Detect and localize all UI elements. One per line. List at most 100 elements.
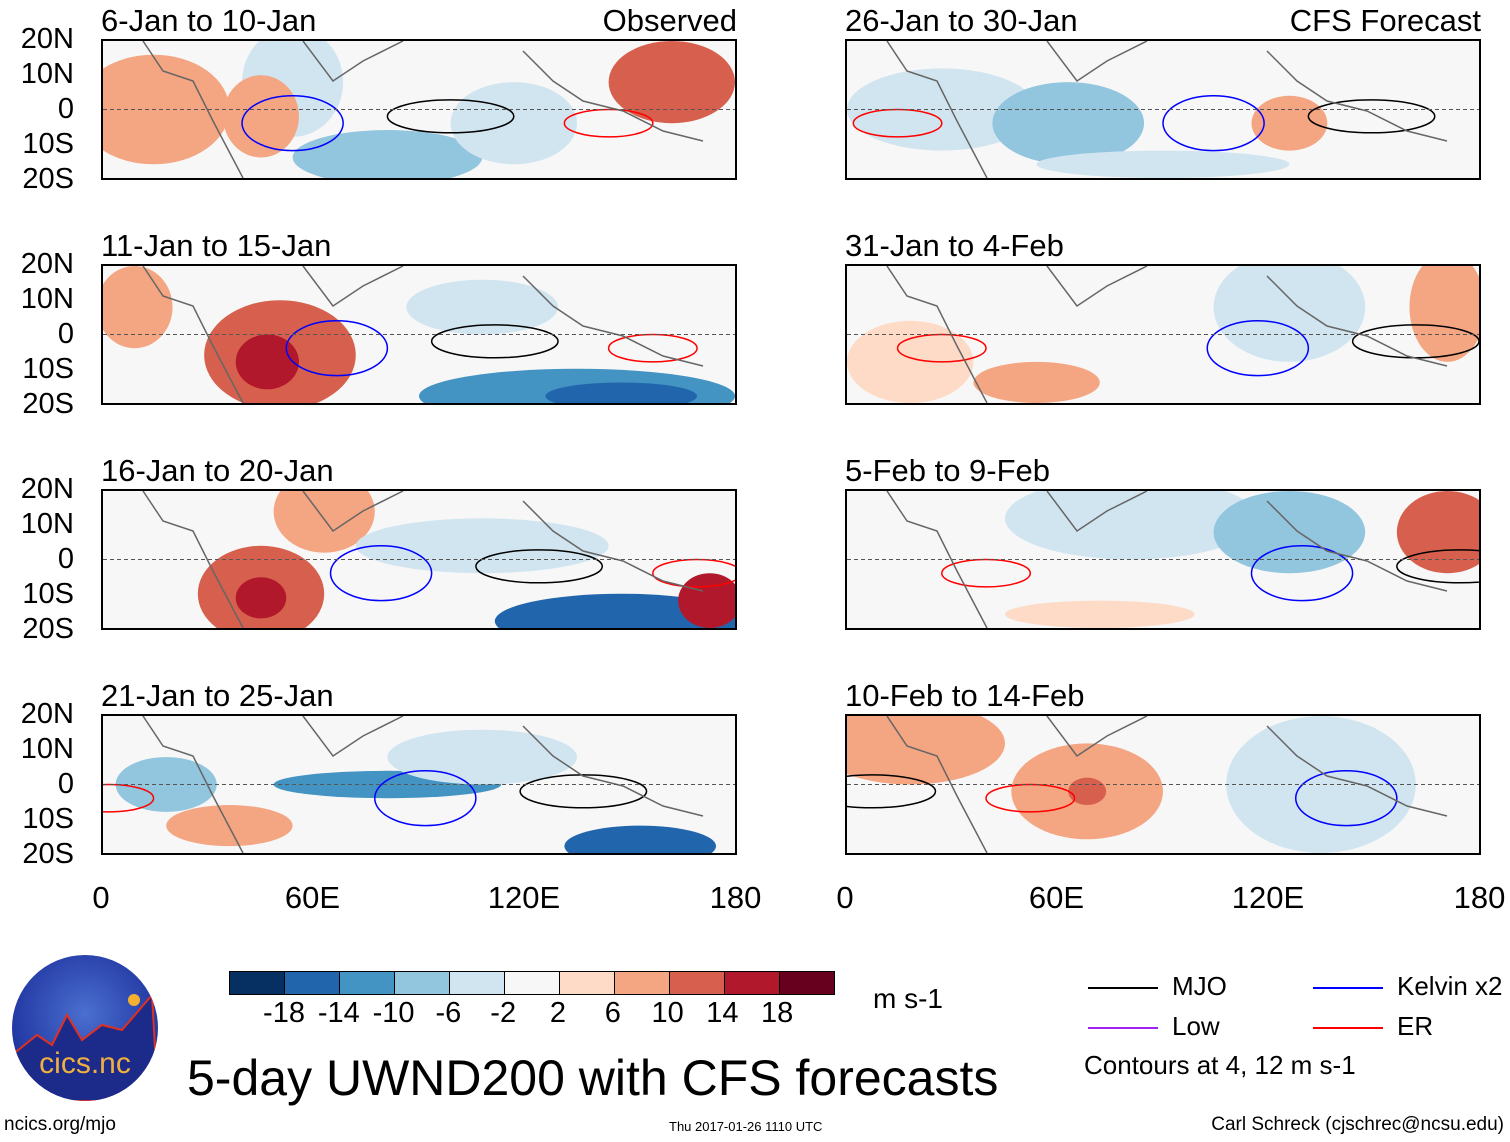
- wave-contour: [563, 108, 654, 138]
- anomaly-shading: [223, 75, 299, 158]
- wave-contour: [386, 99, 515, 134]
- colorbar-label: 18: [761, 997, 794, 1029]
- map-panel: [845, 489, 1481, 630]
- panel-title: 26-Jan to 30-Jan: [845, 3, 1078, 38]
- coastline: [142, 266, 704, 403]
- anomaly-shading: [450, 82, 577, 165]
- legend-line: [1088, 987, 1158, 989]
- colorbar-swatch: [560, 972, 615, 994]
- legend-label: ER: [1397, 1011, 1434, 1041]
- colorbar-label: 6: [604, 997, 621, 1029]
- map-panel: [101, 714, 737, 855]
- panel-title: 31-Jan to 4-Feb: [845, 228, 1064, 263]
- lon-label: 120E: [1231, 880, 1305, 915]
- wave-contour: [652, 558, 735, 588]
- wave-contour: [1162, 95, 1265, 152]
- wind-anomaly-map: [103, 491, 735, 628]
- anomaly-shading: [494, 593, 735, 628]
- wave-contour: [1396, 549, 1479, 584]
- svg-text:cics.nc: cics.nc: [39, 1047, 131, 1080]
- coastline: [886, 491, 1448, 628]
- map-panel: [101, 39, 737, 180]
- lat-label: 10N: [20, 283, 74, 315]
- coastline: [886, 716, 1448, 853]
- anomaly-shading: [387, 729, 577, 785]
- wave-contour: [103, 783, 155, 813]
- panel-title: 10-Feb to 14-Feb: [845, 678, 1085, 713]
- legend-label: Kelvin x2: [1397, 971, 1503, 1001]
- footer-url[interactable]: ncics.org/mjo: [4, 1114, 116, 1135]
- colorbar-swatch: [285, 972, 340, 994]
- wind-anomaly-map: [103, 266, 735, 403]
- colorbar-label: -6: [435, 997, 462, 1029]
- anomaly-shading: [355, 518, 609, 574]
- lon-label: 0: [92, 880, 110, 915]
- anomaly-shading: [847, 716, 1005, 785]
- colorbar-label: -14: [317, 997, 360, 1029]
- lat-label: 0: [57, 543, 74, 575]
- panel-tag: Observed: [602, 3, 737, 38]
- wind-anomaly-map: [847, 266, 1479, 403]
- cics-logo: cics.nc: [12, 955, 158, 1101]
- lat-label: 20S: [22, 613, 74, 645]
- legend-label: MJO: [1172, 971, 1227, 1001]
- anomaly-shading: [1396, 491, 1479, 574]
- map-panel: [101, 264, 737, 405]
- wave-contour: [941, 558, 1032, 588]
- anomaly-shading: [103, 266, 173, 349]
- wave-contour: [1307, 99, 1436, 134]
- anomaly-shading: [1068, 777, 1107, 806]
- coastline: [142, 716, 704, 853]
- colorbar: [229, 971, 835, 995]
- panel-title: 6-Jan to 10-Jan: [101, 3, 317, 38]
- lon-label: 60E: [284, 880, 341, 915]
- anomaly-shading: [1409, 266, 1479, 362]
- lon-label: 0: [836, 880, 854, 915]
- lat-label: 10N: [20, 58, 74, 90]
- lat-label: 0: [57, 318, 74, 350]
- wave-contour: [329, 545, 433, 602]
- coastline: [886, 41, 1448, 178]
- anomaly-shading: [1226, 716, 1416, 853]
- colorbar-label: 10: [651, 997, 684, 1029]
- wave-contour: [241, 95, 344, 152]
- anomaly-shading: [1213, 266, 1366, 362]
- panel-title: 5-Feb to 9-Feb: [845, 453, 1051, 488]
- lat-label: 20N: [20, 248, 74, 280]
- colorbar-label: 2: [549, 997, 567, 1029]
- coastline: [142, 491, 704, 628]
- anomaly-shading: [273, 491, 375, 553]
- coastline: [886, 266, 1448, 403]
- lat-label: 20S: [22, 388, 74, 420]
- lon-label: 180: [1453, 880, 1506, 915]
- figure-title: 5-day UWND200 with CFS forecasts: [187, 1050, 999, 1106]
- anomaly-shading: [992, 82, 1145, 165]
- colorbar-label: -18: [263, 997, 305, 1029]
- lat-label: 20S: [22, 838, 74, 870]
- wave-contour: [607, 333, 698, 363]
- lat-label: 20N: [20, 473, 74, 505]
- anomaly-shading: [973, 361, 1100, 403]
- colorbar-label: -10: [372, 997, 415, 1029]
- colorbar-swatch: [615, 972, 670, 994]
- anomaly-shading: [545, 382, 698, 403]
- wave-contour: [847, 774, 937, 809]
- lat-label: 10S: [22, 353, 74, 385]
- lat-label: 10S: [22, 128, 74, 160]
- panel-title: 11-Jan to 15-Jan: [101, 228, 332, 263]
- anomaly-shading: [564, 825, 717, 853]
- anomaly-shading: [406, 279, 559, 335]
- wave-contour: [285, 320, 389, 377]
- footer-timestamp: Thu 2017-01-26 1110 UTC: [669, 1119, 823, 1134]
- colorbar-swatch: [725, 972, 780, 994]
- colorbar-swatch: [505, 972, 560, 994]
- wave-contour: [374, 770, 477, 827]
- wind-anomaly-map: [847, 41, 1479, 178]
- wind-anomaly-map: [847, 491, 1479, 628]
- panel-title: 16-Jan to 20-Jan: [101, 453, 334, 488]
- wind-anomaly-map: [847, 716, 1479, 853]
- colorbar-label: 14: [706, 997, 739, 1029]
- wave-contour: [1250, 545, 1354, 602]
- anomaly-shading: [1213, 491, 1366, 574]
- anomaly-shading: [1005, 600, 1195, 628]
